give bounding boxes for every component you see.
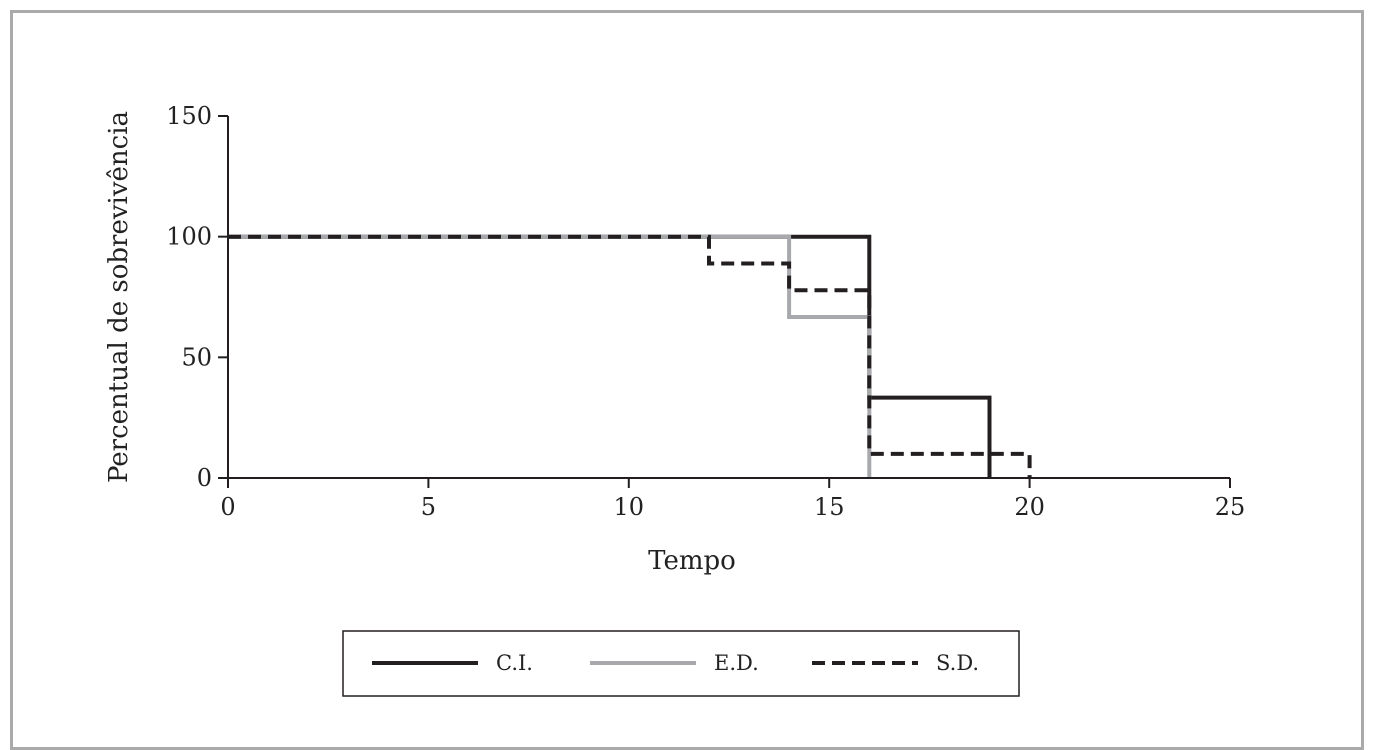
x-tick-label: 20 — [1014, 493, 1045, 521]
legend-label-e-d: E.D. — [714, 651, 759, 675]
x-tick-label: 25 — [1215, 493, 1246, 521]
legend: C.I. E.D. S.D. — [372, 651, 979, 675]
x-tick-label: 15 — [814, 493, 845, 521]
figure-frame — [10, 10, 1364, 750]
x-tick-label: 10 — [614, 493, 645, 521]
y-axis-title: Percentual de sobrevivência — [104, 111, 134, 483]
x-tick-label: 5 — [421, 493, 436, 521]
y-tick-label: 0 — [197, 464, 212, 492]
series-line-c-i — [228, 234, 992, 478]
y-tick-label: 50 — [181, 343, 212, 371]
series-line-e-d — [228, 234, 872, 478]
y-tick-label: 100 — [166, 223, 212, 251]
series-layer — [228, 234, 1032, 478]
axes-layer — [227, 116, 1230, 479]
ticks-layer: 0 50 100 150 0 5 10 15 20 25 — [166, 102, 1245, 521]
x-axis-title: Tempo — [648, 546, 736, 576]
y-tick-label: 150 — [166, 102, 212, 130]
legend-label-s-d: S.D. — [936, 651, 979, 675]
series-line-s-d — [228, 234, 1032, 478]
x-tick-label: 0 — [220, 493, 235, 521]
legend-label-c-i: C.I. — [496, 651, 533, 675]
